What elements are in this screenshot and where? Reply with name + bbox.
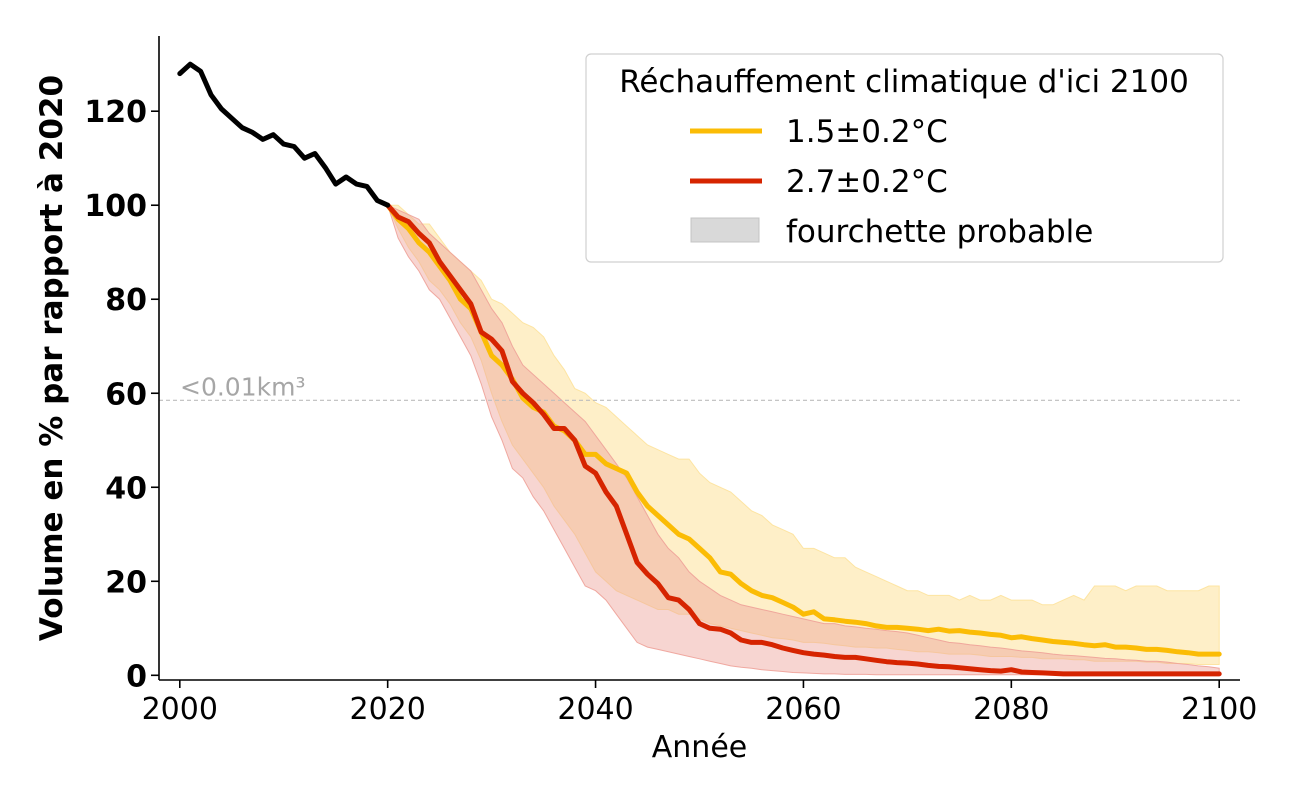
reference-line-label: <0.01km³ [180,372,305,401]
y-tick-label: 100 [84,189,147,224]
x-tick-label: 2040 [557,692,633,727]
y-tick-label: 20 [105,565,147,600]
x-tick-label: 2080 [973,692,1049,727]
line-2-7 [385,202,1222,677]
x-tick-label: 2000 [142,692,218,727]
legend-box [585,53,1224,263]
y-tick-label: 80 [105,283,147,318]
y-tick-label: 60 [105,377,147,412]
y-tick-label: 120 [84,95,147,130]
y-tick-label: 0 [126,659,147,694]
likely-range-bands [386,204,1220,676]
line-historical [177,61,391,208]
x-ticks: 2000 2020 2040 2060 2080 2100 [142,680,1257,727]
band-1-5 [386,204,1220,665]
axes [158,36,1240,681]
y-axis-label: Volume en % par rapport à 2020 [34,75,70,641]
x-tick-label: 2100 [1181,692,1257,727]
line-1-5 [385,202,1222,657]
x-axis-label: Année [652,730,747,765]
x-tick-label: 2060 [765,692,841,727]
y-ticks: 0 20 40 60 80 100 120 [84,95,159,694]
legend-entry-2-7: 2.7±0.2°C [786,164,948,200]
legend-entry-likely-range: fourchette probable [786,214,1093,250]
legend-swatch-likely-range [690,217,760,243]
legend: Réchauffement climatique d'ici 2100 1.5±… [585,53,1224,263]
series-lines [177,61,1222,677]
y-tick-label: 40 [105,471,147,506]
x-tick-label: 2020 [349,692,425,727]
legend-title: Réchauffement climatique d'ici 2100 [619,64,1189,100]
legend-entry-1-5: 1.5±0.2°C [786,114,948,150]
